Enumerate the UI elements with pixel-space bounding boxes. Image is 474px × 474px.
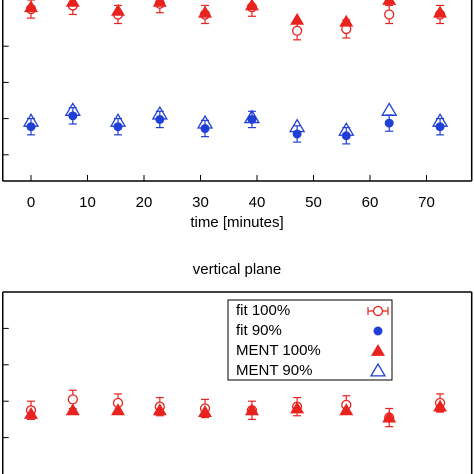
marker xyxy=(382,410,397,423)
marker xyxy=(244,403,259,416)
x-tick-label: 20 xyxy=(136,194,153,211)
marker xyxy=(339,14,354,27)
marker xyxy=(22,112,40,127)
legend-marker xyxy=(371,344,385,356)
legend-marker xyxy=(369,362,387,377)
marker xyxy=(152,0,167,7)
marker xyxy=(198,5,213,18)
marker xyxy=(243,109,261,124)
legend-label: fit 90% xyxy=(236,322,282,339)
plot-area xyxy=(22,0,449,145)
marker xyxy=(384,118,394,128)
marker xyxy=(290,401,305,414)
marker xyxy=(431,112,449,127)
marker xyxy=(65,403,80,416)
marker xyxy=(64,102,81,116)
legend-label: MENT 90% xyxy=(236,362,312,379)
marker xyxy=(292,129,302,139)
x-tick-label: 60 xyxy=(362,194,379,211)
x-tick-label: 70 xyxy=(418,194,435,211)
legend-marker xyxy=(372,305,384,317)
x-tick-label: 0 xyxy=(27,194,35,211)
marker xyxy=(198,405,213,418)
marker xyxy=(382,0,397,5)
marker xyxy=(433,5,448,18)
plot-area xyxy=(24,389,448,428)
marker xyxy=(65,0,80,7)
marker xyxy=(111,403,126,416)
marker xyxy=(24,406,38,419)
marker xyxy=(151,105,168,120)
marker xyxy=(244,0,259,11)
marker xyxy=(111,3,126,16)
x-axis-label: time [minutes] xyxy=(190,214,283,231)
legend: fit 100% fit 90% MENT 100% MENT 90% xyxy=(227,299,393,381)
marker xyxy=(381,102,398,116)
legend-box xyxy=(227,299,393,381)
legend-label: fit 100% xyxy=(236,302,290,319)
marker xyxy=(433,399,448,412)
marker xyxy=(247,114,257,124)
marker xyxy=(339,403,354,416)
marker xyxy=(338,122,355,136)
x-tick-label: 50 xyxy=(305,194,322,211)
marker xyxy=(290,12,305,25)
marker xyxy=(288,118,306,133)
x-tick-label: 40 xyxy=(249,194,266,211)
legend-marker xyxy=(373,326,383,336)
x-tick-label: 10 xyxy=(79,194,96,211)
chart-title: vertical plane xyxy=(193,261,281,278)
marker xyxy=(24,0,38,13)
legend-label: MENT 100% xyxy=(236,342,321,359)
marker xyxy=(67,394,78,405)
marker xyxy=(291,25,303,36)
marker xyxy=(196,114,214,129)
marker xyxy=(109,112,127,127)
marker xyxy=(384,9,395,20)
x-tick-label: 30 xyxy=(192,194,209,211)
marker xyxy=(152,403,167,416)
